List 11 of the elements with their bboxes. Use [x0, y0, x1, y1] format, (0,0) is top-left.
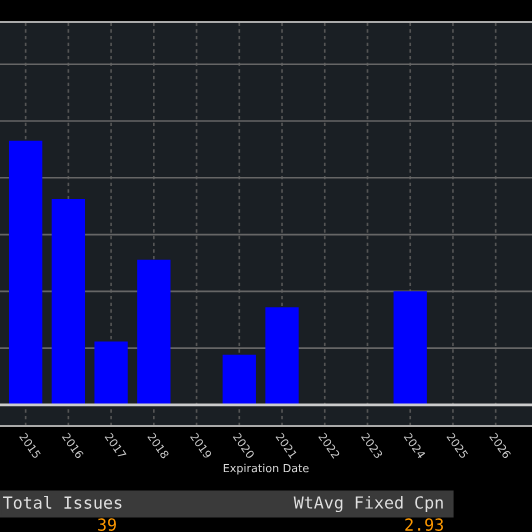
bar	[8, 140, 43, 405]
text: 2.93	[405, 518, 443, 531]
text: WtAvg Fixed Cpn	[293, 495, 443, 513]
bar	[393, 291, 427, 405]
bar	[94, 341, 128, 405]
text: 39	[98, 518, 116, 531]
bar	[222, 354, 256, 405]
bar	[137, 259, 171, 405]
text: Total Issues	[3, 495, 122, 509]
bar	[265, 307, 299, 405]
bar	[51, 198, 86, 405]
